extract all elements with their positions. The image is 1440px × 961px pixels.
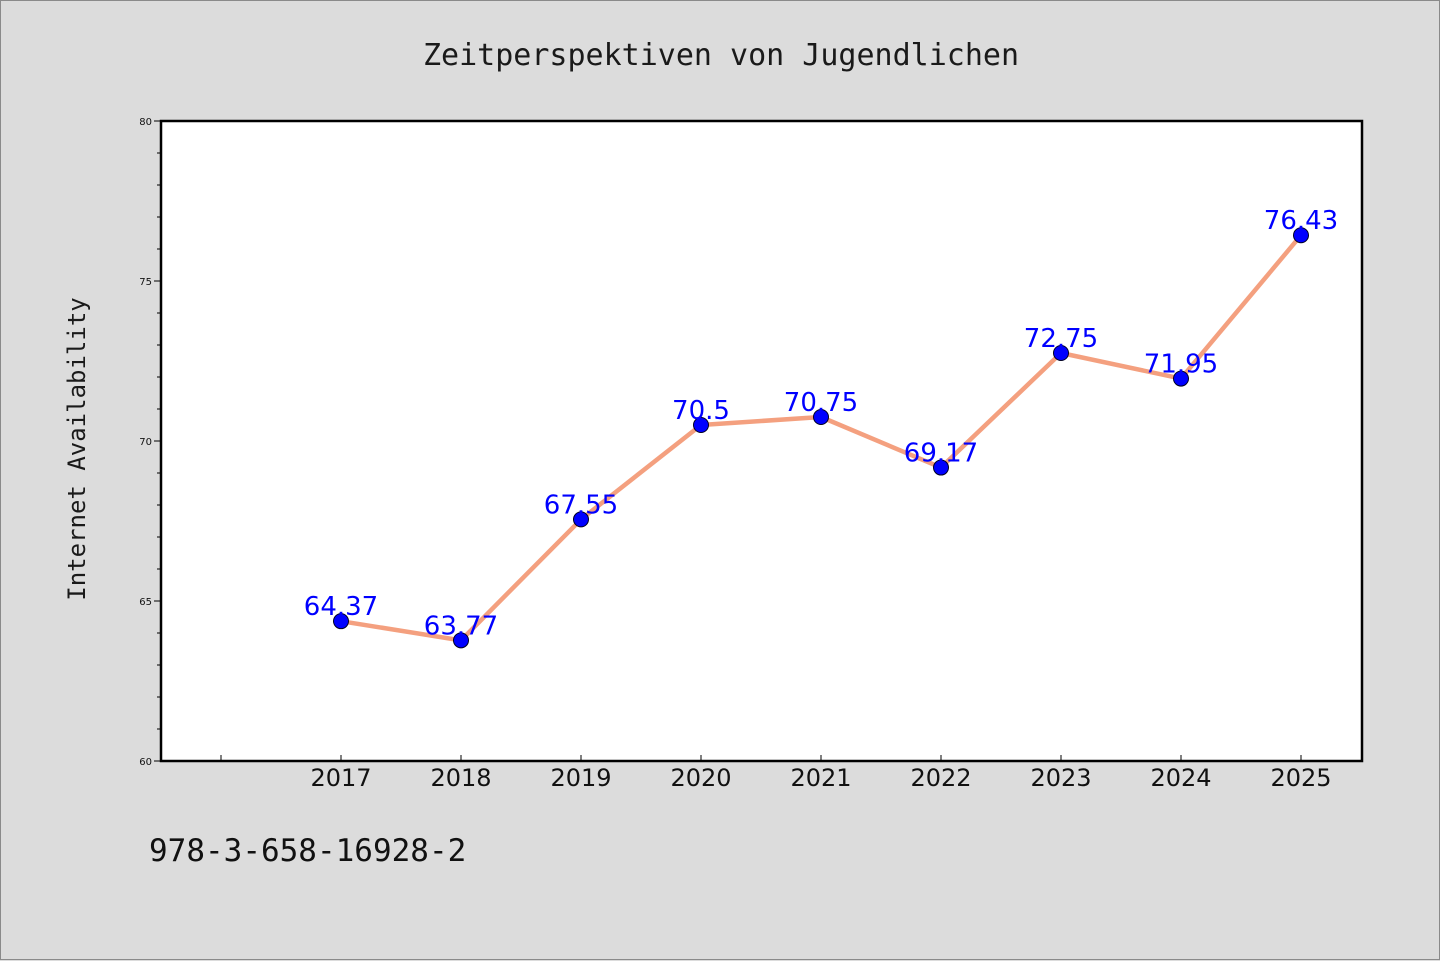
data-point — [1173, 370, 1189, 387]
y-tick-label: 60 — [139, 757, 152, 768]
data-label: 70.75 — [784, 388, 858, 418]
data-point — [573, 511, 589, 528]
y-tick-label: 65 — [139, 597, 152, 608]
data-point — [333, 613, 349, 630]
x-tick-label: 2019 — [550, 764, 611, 792]
data-label: 71.95 — [1144, 350, 1218, 380]
data-label: 72.75 — [1024, 324, 1098, 354]
data-label: 69.17 — [904, 439, 978, 469]
data-label: 76.43 — [1264, 206, 1338, 236]
x-tick-label: 2025 — [1270, 764, 1331, 792]
y-axis-ticks: 60 65 70 75 80 — [139, 117, 161, 768]
chart-title: Zeitperspektiven von Jugendlichen — [423, 38, 1019, 73]
data-label: 67.55 — [544, 490, 618, 520]
x-tick-label: 2023 — [1030, 764, 1091, 792]
series: 64.37 63.77 67.55 70.5 70.75 69.17 72.75 71.95 7… — [304, 206, 1338, 649]
data-point — [813, 409, 829, 425]
y-tick-label: 75 — [139, 277, 152, 288]
y-tick-label: 80 — [139, 117, 152, 128]
x-tick-label: 2021 — [790, 764, 851, 792]
data-label: 63.77 — [424, 611, 498, 641]
data-point — [933, 459, 949, 476]
y-tick-label: 70 — [139, 437, 152, 448]
plot-area — [159, 119, 1364, 763]
data-point — [1293, 227, 1309, 244]
data-label: 64.37 — [304, 592, 378, 622]
x-tick-label: 2022 — [910, 764, 971, 792]
x-tick-label: 2020 — [670, 764, 731, 792]
x-tick-label: 2017 — [310, 764, 371, 792]
data-label: 70.5 — [672, 396, 730, 426]
x-tick-label: 2024 — [1150, 764, 1211, 792]
y-axis-label: Internet Availability — [63, 297, 91, 600]
data-point — [693, 417, 709, 433]
data-point — [1053, 345, 1069, 361]
x-axis-ticks: 2017 2018 2019 2020 2021 2022 2023 2024 2025 — [220, 755, 1332, 792]
footer-isbn: 978-3-658-16928-2 — [149, 833, 467, 869]
data-point — [453, 632, 469, 649]
x-tick-label: 2018 — [430, 764, 491, 792]
